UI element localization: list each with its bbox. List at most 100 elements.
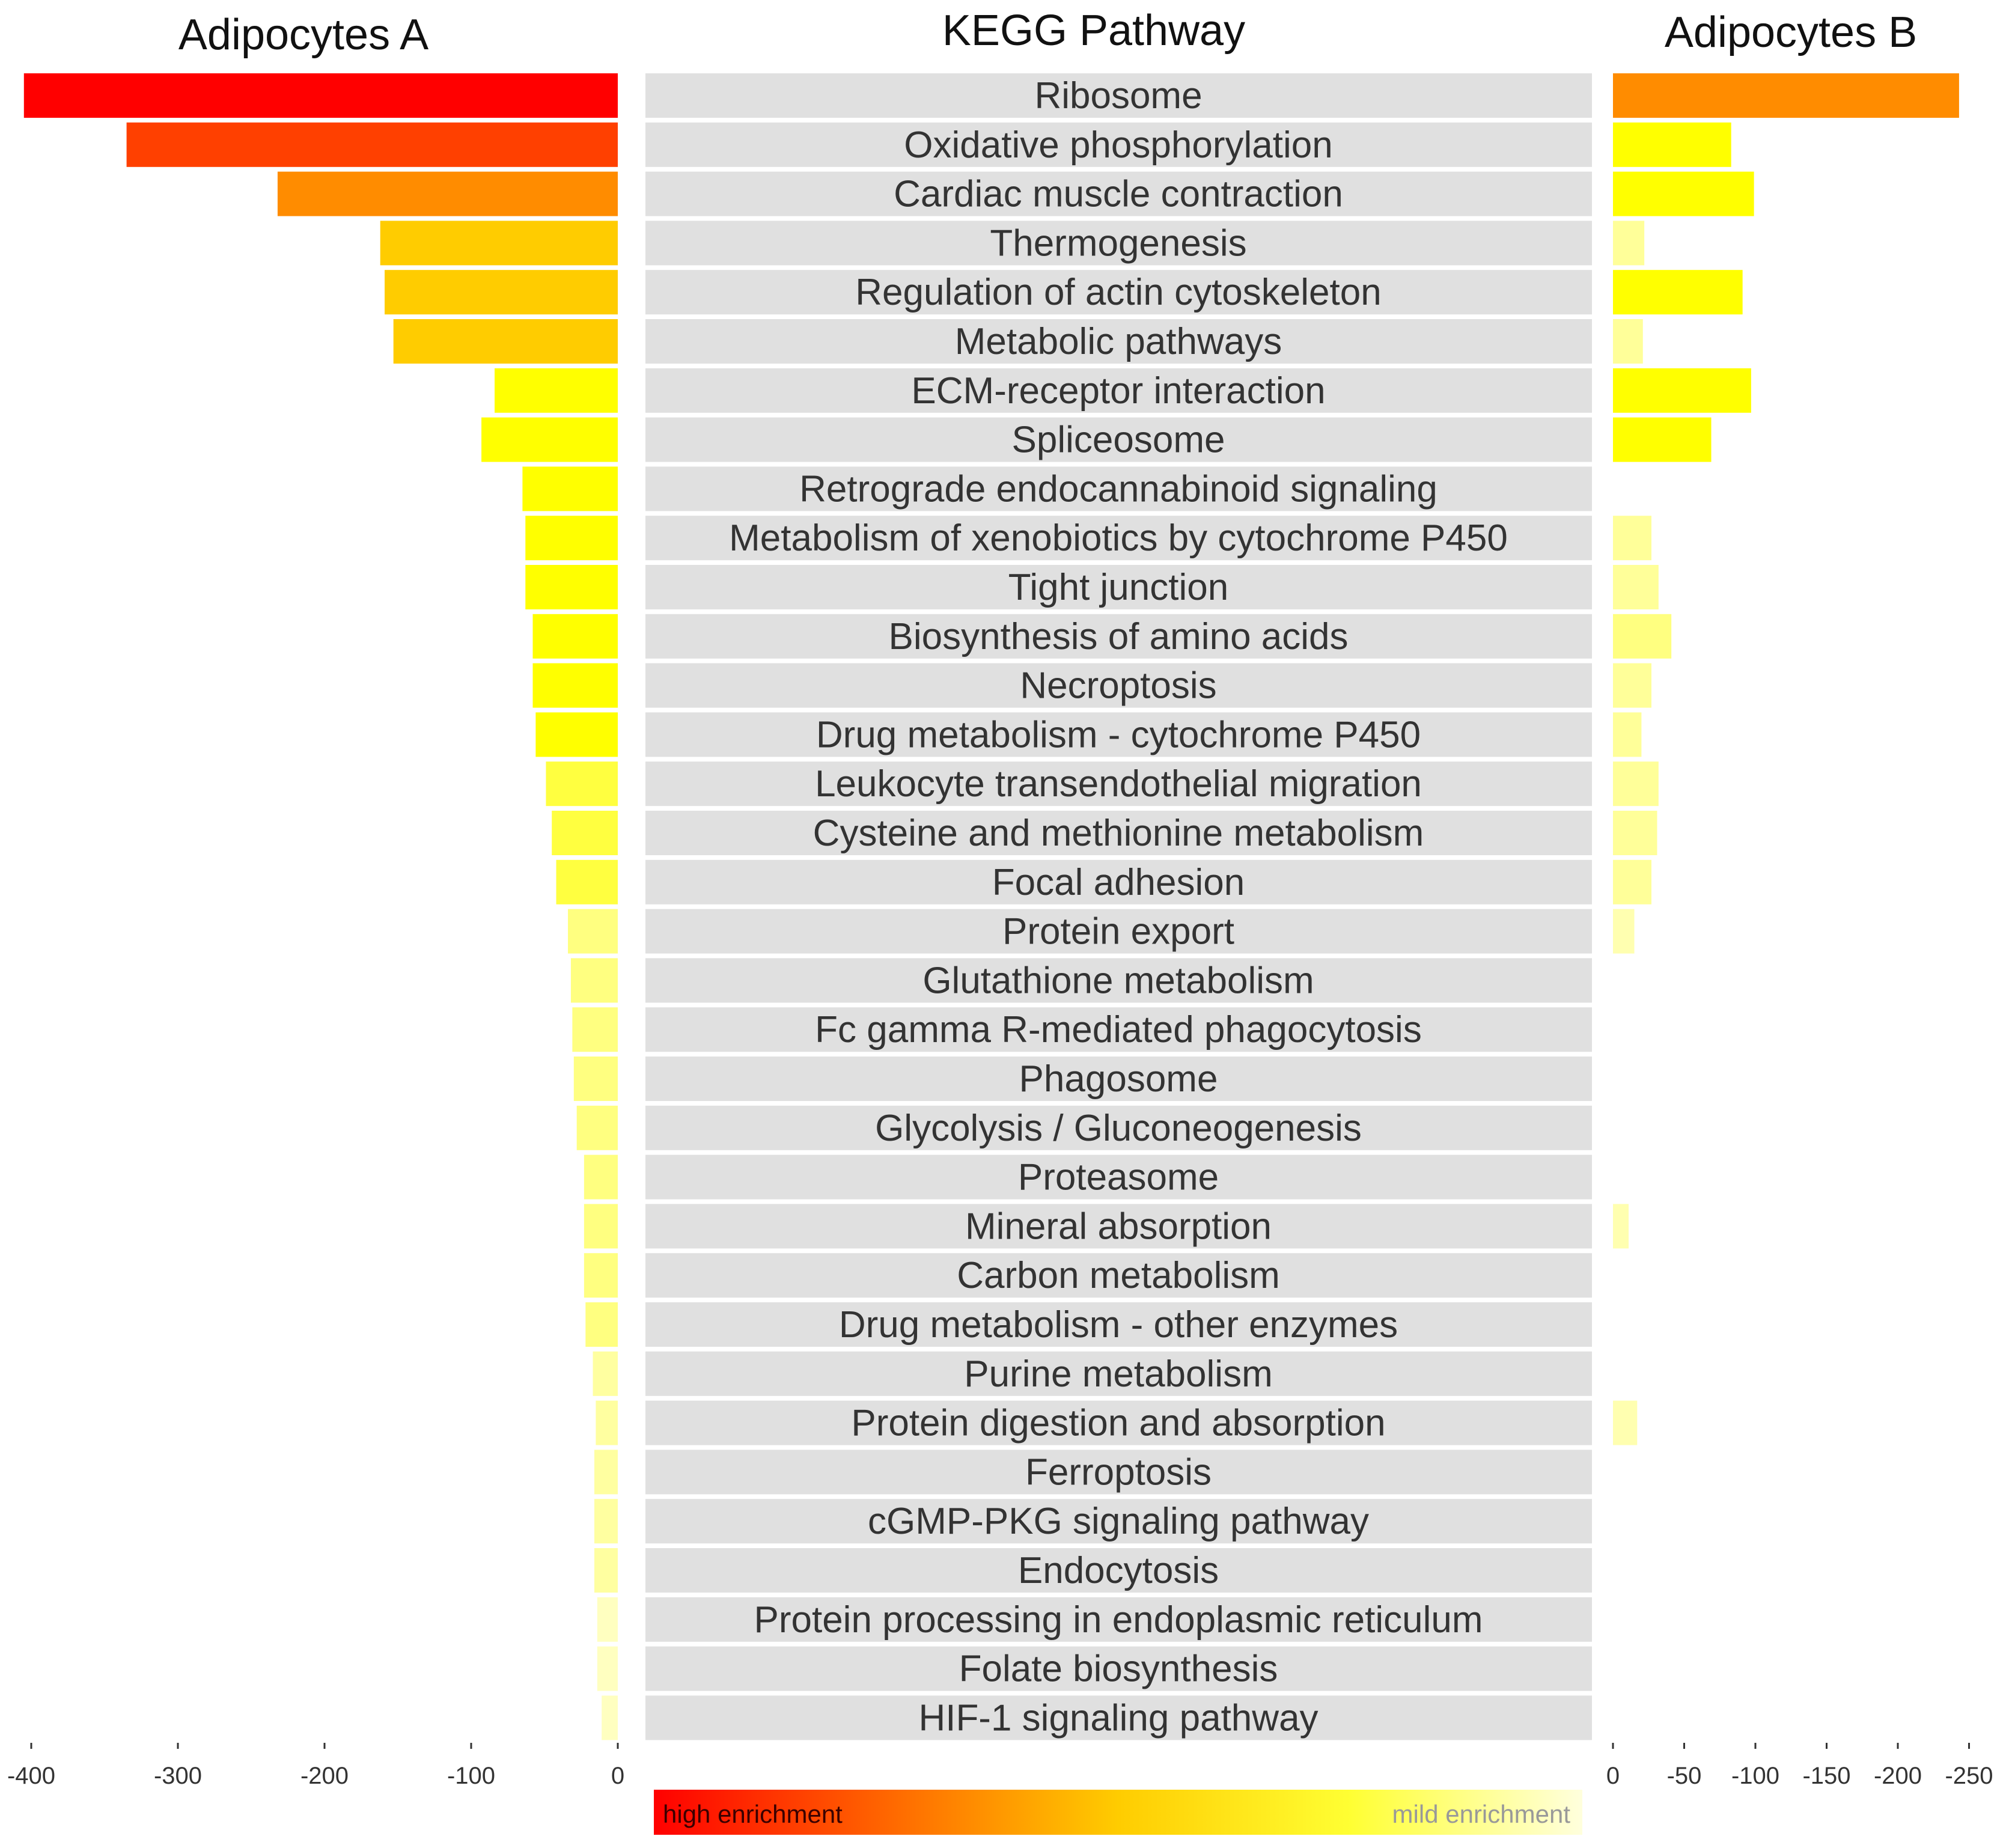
pathway-label: Necroptosis [1020,665,1216,707]
adipocytes-a-bar [594,1499,618,1544]
pathway-label-box [645,122,1592,167]
pathway-label: Thermogenesis [990,222,1246,264]
legend-gradient-bar [654,1790,1582,1835]
pathway-label: Spliceosome [1012,419,1225,461]
adipocytes-a-bar [481,417,618,462]
pathway-label: HIF-1 signaling pathway [918,1697,1318,1739]
adipocytes-a-bar [594,1450,618,1495]
pathway-label-box [645,859,1592,904]
pathway-label: Fc gamma R-mediated phagocytosis [815,1009,1422,1051]
center-panel-title: KEGG Pathway [942,7,1245,55]
pathway-label-box [645,565,1592,609]
adipocytes-a-bar [602,1695,618,1740]
adipocytes-a-bar [568,909,618,954]
pathway-label: Metabolic pathways [955,321,1282,362]
pathway-label: Purine metabolism [964,1353,1272,1395]
x-tick-label: -100 [1731,1763,1779,1789]
pathway-label-box [645,1105,1592,1150]
pathway-label-box [645,1450,1592,1495]
adipocytes-b-bar [1613,859,1651,904]
adipocytes-a-bar [570,958,618,1003]
pathway-label: Oxidative phosphorylation [904,124,1332,166]
adipocytes-a-bars [23,73,618,1740]
pathway-label-box [645,1548,1592,1593]
adipocytes-a-bar [552,811,618,855]
pathway-label: Carbon metabolism [957,1255,1280,1296]
pathway-label: Metabolism of xenobiotics by cytochrome … [729,517,1508,559]
adipocytes-a-bar [532,614,618,659]
adipocytes-a-bar [593,1351,618,1396]
adipocytes-a-bar [597,1646,618,1691]
legend-high-label: high enrichment [663,1800,843,1828]
x-tick-label: -50 [1667,1763,1702,1789]
adipocytes-b-bar [1613,565,1659,609]
pathway-label-box [645,417,1592,462]
pathway-label: Glycolysis / Gluconeogenesis [875,1108,1362,1149]
pathway-label-box [645,761,1592,807]
adipocytes-a-bar [525,516,618,561]
pathway-label: Protein processing in endoplasmic reticu… [754,1599,1483,1641]
adipocytes-b-bar [1613,516,1651,561]
adipocytes-a-bar [522,466,618,511]
pathway-label: Drug metabolism - cytochrome P450 [816,714,1421,755]
pathway-label-box [645,1499,1592,1544]
pathway-label-box [645,270,1592,315]
pathway-label: Glutathione metabolism [922,960,1314,1001]
pathway-label: Protein export [1002,911,1234,953]
pathway-label-box [645,1007,1592,1052]
pathway-label-box [645,811,1592,855]
pathway-label-box [645,1154,1592,1200]
pathway-label-box [645,1400,1592,1445]
pathway-label-box [645,909,1592,954]
pathway-label-box [645,1646,1592,1691]
pathway-label-box [645,466,1592,511]
adipocytes-a-bar [23,73,618,118]
adipocytes-b-bar [1613,614,1672,659]
pathway-label-box [645,712,1592,757]
x-tick-label: 0 [1606,1763,1620,1789]
adipocytes-a-bar [546,761,618,807]
pathway-label: Biosynthesis of amino acids [888,616,1348,657]
x-tick-label: 0 [611,1763,624,1789]
pathway-label-box [645,368,1592,413]
adipocytes-b-bar [1613,122,1731,167]
pathway-label-box [645,221,1592,266]
pathway-label: Focal adhesion [992,862,1245,903]
adipocytes-b-bar [1613,270,1743,315]
pathway-label-box [645,171,1592,216]
adipocytes-a-bar [572,1007,618,1052]
adipocytes-b-bar [1613,171,1754,216]
adipocytes-b-bar [1613,712,1642,757]
adipocytes-a-x-axis: -400 -300 -200 -100 0 [7,1743,624,1789]
adipocytes-b-bar [1613,319,1643,364]
adipocytes-b-bar [1613,1204,1629,1249]
adipocytes-b-bar [1613,909,1635,954]
pathway-label-box [645,663,1592,708]
adipocytes-b-bar [1613,221,1645,266]
pathway-label: Retrograde endocannabinoid signaling [799,468,1437,510]
pathway-label: cGMP-PKG signaling pathway [868,1501,1369,1542]
right-panel-title: Adipocytes B [1665,8,1917,56]
adipocytes-a-bar [597,1597,618,1642]
adipocytes-b-bar [1613,663,1651,708]
adipocytes-b-x-axis: 0 -50 -100 -150 -200 -250 [1606,1743,1993,1789]
x-tick-label: -200 [300,1763,349,1789]
pathway-label: Cysteine and methionine metabolism [813,813,1424,854]
pathway-label: Regulation of actin cytoskeleton [855,272,1381,313]
left-panel-title: Adipocytes A [178,11,428,59]
pathway-label: Cardiac muscle contraction [894,174,1343,215]
pathway-label-box [645,1351,1592,1396]
pathway-label-box [645,1695,1592,1740]
enrichment-legend: high enrichment mild enrichment [654,1790,1582,1835]
pathway-label-box [645,958,1592,1003]
adipocytes-a-bar [393,319,618,364]
pathway-label-box [645,319,1592,364]
pathway-label-box [645,1253,1592,1298]
adipocytes-a-bar [535,712,618,757]
legend-mild-label: mild enrichment [1392,1800,1571,1828]
pathway-label: Ribosome [1034,75,1202,117]
x-tick-label: -150 [1802,1763,1850,1789]
adipocytes-a-bar [495,368,618,413]
adipocytes-b-bars [1613,73,1959,1445]
